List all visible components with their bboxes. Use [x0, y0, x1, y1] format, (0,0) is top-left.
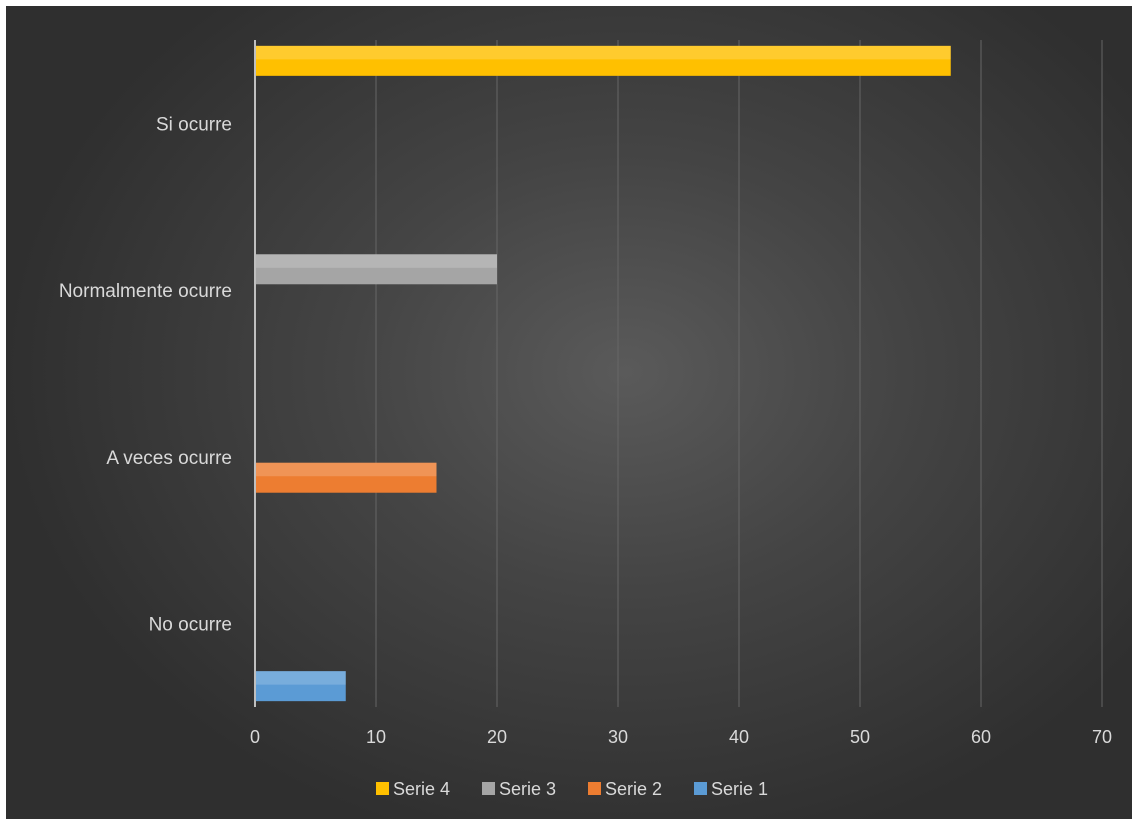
bar-highlight-serie-3 [255, 254, 497, 268]
tick-label-0: 0 [250, 727, 260, 747]
bars [255, 45, 951, 702]
tick-label-60: 60 [971, 727, 991, 747]
tick-label-40: 40 [729, 727, 749, 747]
bar-serie-2-a-veces-ocurre [255, 462, 437, 493]
bar-serie-4-si-ocurre [255, 45, 951, 76]
legend-label-serie-4: Serie 4 [393, 779, 450, 799]
legend-label-serie-1: Serie 1 [711, 779, 768, 799]
legend: Serie 4 Serie 3 Serie 2 Serie 1 [376, 779, 768, 799]
bar-highlight-serie-1 [255, 671, 346, 685]
tick-label-50: 50 [850, 727, 870, 747]
legend-label-serie-3: Serie 3 [499, 779, 556, 799]
bar-highlight-serie-4 [255, 45, 951, 60]
legend-swatch-serie-2 [588, 782, 601, 795]
category-labels: No ocurre A veces ocurre Normalmente ocurr… [59, 114, 232, 635]
legend-swatch-serie-1 [694, 782, 707, 795]
category-label-no-ocurre: No ocurre [149, 615, 232, 636]
gridlines [375, 40, 1103, 707]
tick-label-10: 10 [366, 727, 386, 747]
tick-label-20: 20 [487, 727, 507, 747]
bar-serie-3-normalmente-ocurre [255, 254, 497, 285]
tick-labels: 0 10 20 30 40 50 60 70 [250, 727, 1112, 747]
bar-highlight-serie-2 [255, 462, 437, 477]
category-label-normalmente-ocurre: Normalmente ocurre [59, 281, 232, 302]
chart-background [6, 6, 1132, 819]
bar-serie-1-no-ocurre [255, 671, 346, 702]
legend-label-serie-2: Serie 2 [605, 779, 662, 799]
category-label-si-ocurre: Si ocurre [156, 114, 232, 135]
tick-label-30: 30 [608, 727, 628, 747]
category-label-a-veces-ocurre: A veces ocurre [106, 448, 232, 469]
tick-label-70: 70 [1092, 727, 1112, 747]
legend-swatch-serie-3 [482, 782, 495, 795]
legend-swatch-serie-4 [376, 782, 389, 795]
